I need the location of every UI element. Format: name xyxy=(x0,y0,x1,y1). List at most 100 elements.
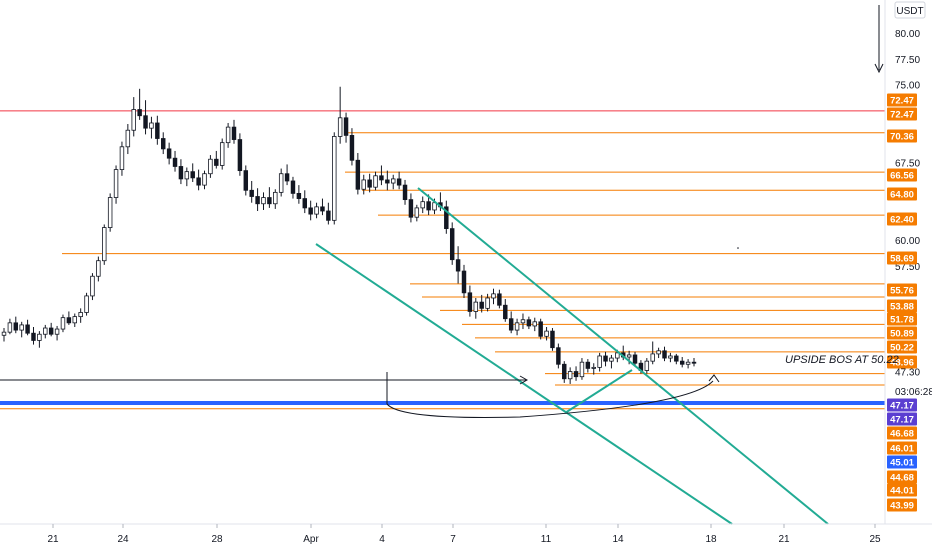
price-tag xyxy=(887,426,917,440)
marker-dot xyxy=(737,247,739,249)
candle-body xyxy=(585,361,591,369)
time-axis-ticks: 21 24 28 Apr 4 7 11 14 18 21 25 xyxy=(47,524,881,545)
candle-body xyxy=(685,361,691,365)
time-tick-label: 28 xyxy=(211,534,223,545)
price-tag xyxy=(887,187,917,201)
price-tick-label: 75.00 xyxy=(895,81,920,92)
price-tag xyxy=(887,168,917,182)
candle-body xyxy=(679,360,685,365)
candle-body xyxy=(255,196,260,205)
candle-body xyxy=(396,178,402,186)
candle-body xyxy=(544,330,549,337)
candle-body xyxy=(84,295,89,313)
price-tick-label: 80.00 xyxy=(895,29,920,40)
arrow-up-icon xyxy=(708,374,720,383)
price-tick-label: 60.00 xyxy=(895,236,920,247)
candle-body xyxy=(485,297,490,309)
candle-body xyxy=(214,158,219,166)
candle-body xyxy=(161,138,166,150)
price-tag-label: 46.68 xyxy=(890,429,914,440)
price-tag-label: 66.56 xyxy=(890,171,914,182)
candle-body xyxy=(273,191,278,205)
candle-body xyxy=(54,328,60,335)
candle-body xyxy=(155,122,160,139)
price-tag xyxy=(887,355,917,369)
candle-body xyxy=(674,355,679,362)
candle-body xyxy=(479,301,484,309)
candle-body xyxy=(644,360,650,371)
price-tag-label: 47.17 xyxy=(890,415,914,426)
candle-body xyxy=(567,371,573,380)
channel-lower-line xyxy=(315,243,733,525)
candle-body xyxy=(373,175,378,188)
price-tag-label: 46.01 xyxy=(890,444,914,455)
price-tag xyxy=(887,455,917,469)
candle-body xyxy=(249,189,254,197)
price-tag xyxy=(887,283,917,297)
candle-body xyxy=(408,199,414,218)
candle-body xyxy=(526,319,532,327)
price-tag-label: 44.68 xyxy=(890,473,914,484)
candle-body xyxy=(332,136,337,221)
candle-body xyxy=(514,322,520,331)
candle-body xyxy=(60,317,66,330)
candle-body xyxy=(96,260,101,277)
candle-body xyxy=(137,109,142,117)
candle-body xyxy=(455,259,461,272)
candle-body xyxy=(37,333,42,341)
price-tag xyxy=(887,129,917,143)
candle-body xyxy=(314,206,319,215)
candle-body xyxy=(72,316,77,324)
candle-body xyxy=(237,139,243,172)
arrow-right-icon xyxy=(519,375,529,385)
candle-body xyxy=(420,201,425,209)
candle-body xyxy=(385,179,390,184)
price-tag-label: 44.01 xyxy=(890,486,914,497)
candle-body xyxy=(267,197,272,205)
time-tick-label: 24 xyxy=(117,534,129,545)
channel-inner-line xyxy=(564,369,633,414)
candle-body xyxy=(219,142,225,166)
candle-body xyxy=(102,227,107,262)
candle-body xyxy=(308,207,313,215)
bos-annotation: UPSIDE BOS AT 50.22 xyxy=(785,354,899,366)
candle-body xyxy=(632,354,638,364)
price-tag-label: 50.22 xyxy=(890,343,914,354)
candle-body xyxy=(208,158,213,175)
candle-body xyxy=(261,197,266,205)
candle-body xyxy=(302,198,307,209)
price-tag xyxy=(887,312,917,326)
candle-body xyxy=(391,178,396,184)
price-tag-label: 50.89 xyxy=(890,329,914,340)
candle-body xyxy=(520,319,526,324)
time-tick-label: Apr xyxy=(303,534,319,545)
candles xyxy=(1,86,697,384)
candle-body xyxy=(449,228,455,261)
candle-body xyxy=(178,166,184,180)
candle-body xyxy=(90,275,95,297)
price-tag xyxy=(887,498,917,512)
candle-body xyxy=(320,206,325,212)
candle-body xyxy=(107,197,113,228)
price-tag-label: 51.78 xyxy=(890,315,914,326)
time-tick-label: 7 xyxy=(450,534,456,545)
channel-upper-line xyxy=(417,187,829,525)
price-tag-label: 48.96 xyxy=(890,358,914,369)
candle-body xyxy=(25,324,30,334)
candle-body xyxy=(125,129,131,148)
candle-body xyxy=(149,122,154,129)
candle-body xyxy=(343,117,349,136)
price-tag xyxy=(887,93,917,107)
price-tag xyxy=(887,340,917,354)
candle-body xyxy=(196,177,201,186)
candle-body xyxy=(290,180,296,194)
time-tick-label: 11 xyxy=(541,534,552,545)
candle-body xyxy=(337,117,343,137)
candle-body xyxy=(367,179,372,188)
currency-box[interactable] xyxy=(894,1,926,19)
candle-body xyxy=(119,146,125,170)
price-tag-label: 45.01 xyxy=(890,458,914,469)
price-tag xyxy=(887,251,917,265)
candle-body xyxy=(656,350,661,355)
